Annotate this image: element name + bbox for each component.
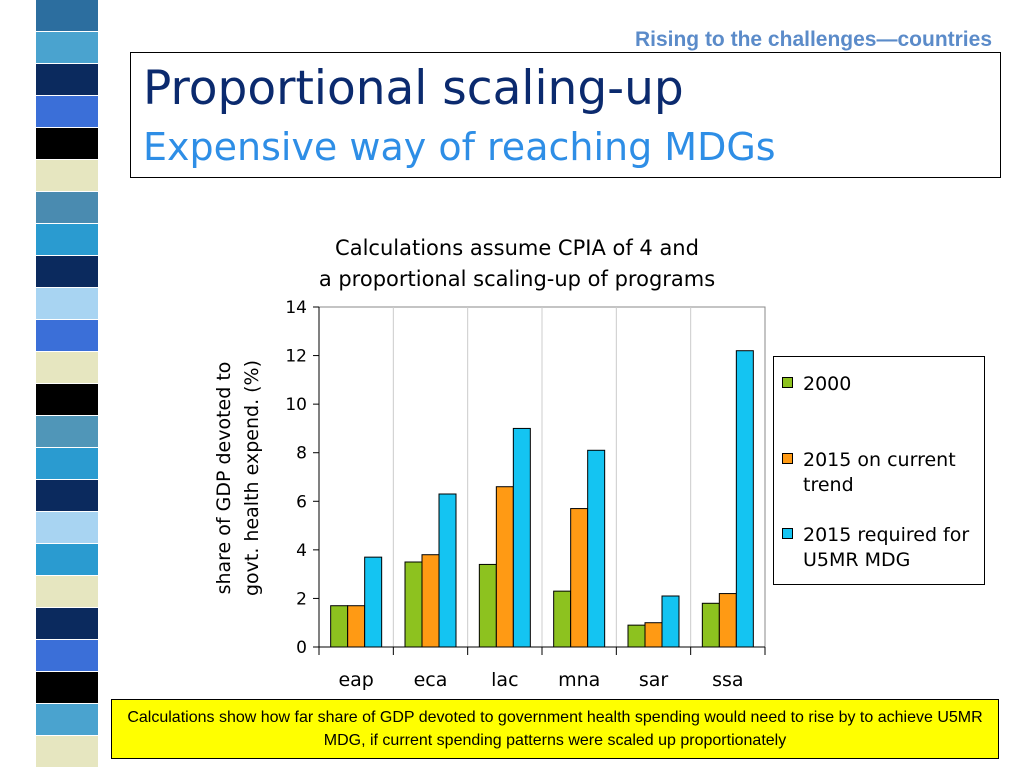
bar-eap-series-1: [347, 605, 366, 648]
bar-eca-series-0: [404, 561, 423, 648]
stripe-block: [36, 288, 98, 320]
chart-title: Calculations assume CPIA of 4 and a propo…: [317, 233, 717, 295]
bar-eca-series-2: [438, 493, 457, 648]
stripe-block: [36, 320, 98, 352]
y-tick-label: 8: [296, 444, 307, 464]
y-tick-label: 14: [285, 298, 307, 318]
bar-sar-series-1: [644, 622, 663, 648]
bar-lac-series-2: [512, 427, 531, 648]
stripe-block: [36, 384, 98, 416]
bar-eap-series-0: [330, 605, 349, 648]
y-axis-label-line: share of GDP devoted to: [213, 361, 235, 595]
stripe-block: [36, 128, 98, 160]
stripe-block: [36, 0, 98, 32]
y-tick-label: 12: [285, 347, 307, 367]
y-tick-label: 6: [296, 492, 307, 512]
legend-swatch: [782, 528, 793, 539]
stripe-block: [36, 608, 98, 640]
caption-box: Calculations show how far share of GDP d…: [111, 699, 999, 759]
bar-eap-series-2: [364, 556, 383, 648]
slide-title: Proportional scaling-up: [143, 61, 684, 116]
y-tick-label: 0: [296, 638, 307, 658]
stripe-block: [36, 64, 98, 96]
legend-swatch: [782, 377, 793, 388]
bar-eca-series-1: [421, 554, 440, 648]
y-tick-label: 4: [296, 541, 307, 561]
y-axis-label: share of GDP devoted to govt. health expe…: [210, 328, 270, 628]
x-tick-label: eca: [414, 669, 448, 691]
stripe-block: [36, 416, 98, 448]
x-tick-label: lac: [491, 669, 518, 691]
stripe-block: [36, 96, 98, 128]
stripe-block: [36, 448, 98, 480]
stripe-block: [36, 544, 98, 576]
legend-label: 2015 on current trend: [803, 449, 956, 496]
bar-ssa-series-2: [735, 350, 754, 648]
bar-lac-series-1: [495, 486, 514, 648]
stripe-block: [36, 224, 98, 256]
bar-ssa-series-1: [718, 593, 737, 648]
bar-sar-series-0: [627, 624, 646, 648]
y-axis-label-line: govt. health expend. (%): [241, 359, 263, 597]
y-tick-label: 2: [296, 589, 307, 609]
stripe-block: [36, 352, 98, 384]
x-tick-label: mna: [558, 669, 600, 691]
stripe-block: [36, 576, 98, 608]
legend-label: 2000: [803, 373, 852, 395]
stripe-block: [36, 256, 98, 288]
x-tick-label: sar: [639, 669, 669, 691]
x-tick-label: ssa: [712, 669, 743, 691]
x-tick-label: eap: [338, 669, 373, 691]
stripe-block: [36, 704, 98, 736]
bar-sar-series-2: [661, 595, 680, 648]
stripe-block: [36, 640, 98, 672]
legend-label: 2015 required for U5MR MDG: [803, 524, 970, 571]
section-label: Rising to the challenges—countries: [634, 28, 992, 51]
decorative-stripe: [36, 0, 98, 768]
stripe-block: [36, 160, 98, 192]
slide-subtitle: Expensive way of reaching MDGs: [143, 125, 776, 169]
stripe-block: [36, 736, 98, 768]
bar-mna-series-2: [587, 449, 606, 648]
title-box: Proportional scaling-up Expensive way of…: [130, 52, 1001, 178]
stripe-block: [36, 672, 98, 704]
stripe-block: [36, 480, 98, 512]
caption-text: Calculations show how far share of GDP d…: [127, 709, 983, 749]
stripe-block: [36, 32, 98, 64]
chart-legend: 2000 2015 on current trend 2015 required…: [773, 356, 985, 585]
bar-ssa-series-0: [701, 602, 720, 648]
chart-title-line: Calculations assume CPIA of 4 and: [335, 236, 699, 260]
y-tick-label: 10: [285, 395, 307, 415]
chart-title-line: a proportional scaling-up of programs: [318, 267, 716, 291]
bar-mna-series-1: [570, 508, 589, 648]
stripe-block: [36, 512, 98, 544]
bar-lac-series-0: [478, 563, 497, 648]
stripe-block: [36, 192, 98, 224]
bar-mna-series-0: [553, 590, 572, 648]
legend-swatch: [782, 453, 793, 464]
